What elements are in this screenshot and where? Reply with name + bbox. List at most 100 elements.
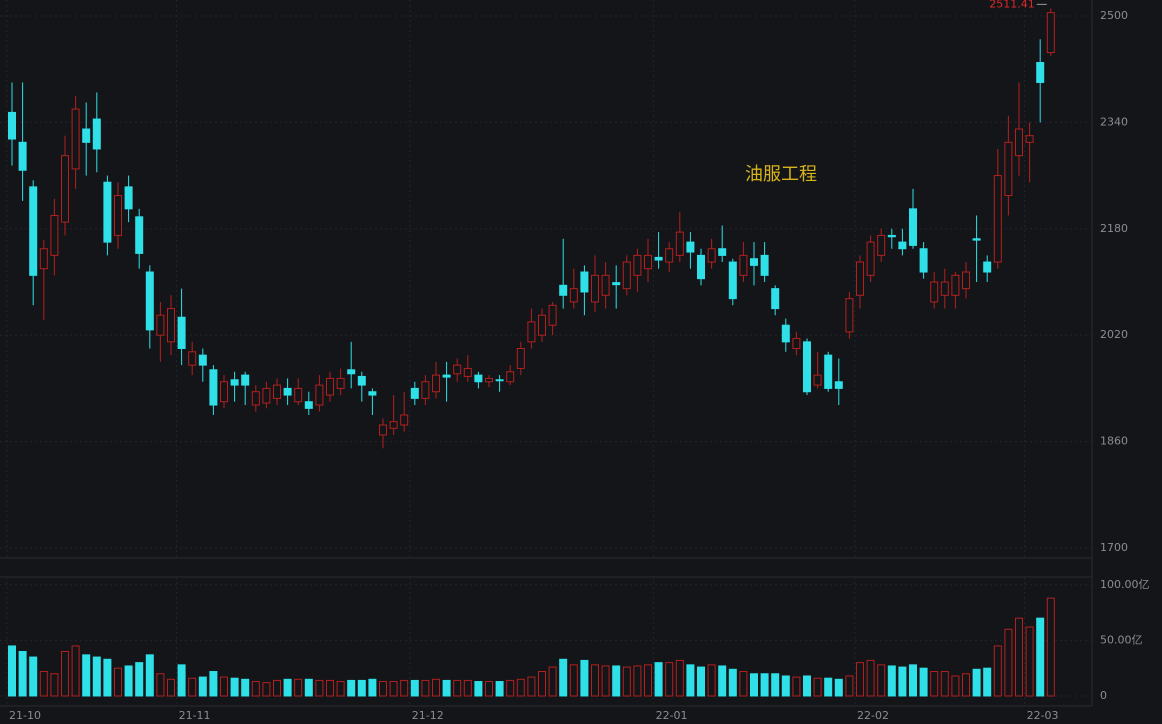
volume-bar — [39, 671, 48, 697]
candle-body — [538, 314, 546, 336]
volume-bar — [273, 679, 281, 697]
volume-bar — [82, 654, 91, 697]
volume-bar — [993, 645, 1002, 697]
volume-bar — [559, 658, 568, 697]
candle-body — [739, 254, 748, 276]
volume-bar — [792, 676, 801, 697]
volume-bar — [739, 671, 748, 697]
volume-bar — [760, 673, 769, 697]
candle-body — [665, 248, 674, 263]
candle-body — [1036, 62, 1045, 83]
volume-bar — [485, 681, 493, 697]
candle-body — [71, 108, 80, 170]
candle-body — [887, 234, 896, 238]
volume-bar — [410, 679, 419, 697]
volume-bar — [379, 681, 387, 697]
candle-body — [845, 298, 854, 333]
candle-body — [781, 324, 790, 343]
volume-bar — [548, 666, 557, 697]
volume-bar — [972, 668, 981, 697]
volume-bar — [29, 656, 38, 697]
volume-bar — [845, 675, 854, 697]
candle-body — [315, 384, 324, 406]
volume-bar — [347, 679, 356, 697]
candle-body — [400, 414, 409, 426]
x-tick-label: 21-10 — [9, 709, 41, 722]
candle-body — [124, 186, 133, 210]
candle-body — [813, 374, 822, 386]
x-tick-label: 22-02 — [857, 709, 889, 722]
candle-body — [792, 338, 801, 350]
candle-body — [993, 175, 1002, 263]
volume-bar — [686, 664, 695, 697]
candle-body — [453, 364, 462, 375]
volume-bar — [389, 681, 398, 697]
y-tick-label: 2020 — [1100, 328, 1128, 341]
volume-bar — [887, 665, 896, 697]
volume-bar — [622, 666, 631, 697]
candle-body — [463, 367, 472, 377]
candle-body — [516, 348, 525, 369]
volume-bar — [50, 673, 59, 697]
volume-bar — [453, 679, 462, 697]
candle-body — [972, 238, 981, 241]
candle-body — [644, 254, 652, 270]
volume-bar — [803, 675, 811, 697]
candle-body — [156, 314, 165, 336]
volume-bar — [909, 664, 917, 697]
volume-bar — [813, 677, 822, 697]
volume-bar — [315, 679, 324, 697]
volume-bar — [357, 679, 366, 697]
candle-body — [803, 341, 811, 393]
candle-body — [421, 381, 430, 399]
candle-body — [951, 274, 960, 296]
candle-body — [983, 261, 992, 273]
candle-body — [569, 288, 578, 303]
volume-bar — [230, 677, 239, 697]
candle-body — [559, 284, 568, 296]
volume-bar — [718, 665, 727, 697]
candle-body — [114, 195, 122, 236]
annotation: 2511.41 — [989, 0, 1035, 10]
volume-bar — [527, 676, 536, 697]
volume-bar — [644, 664, 652, 697]
volume-bar — [654, 662, 663, 697]
candle-body — [50, 214, 59, 256]
volume-bar — [824, 677, 833, 697]
candle-body — [347, 369, 356, 375]
volume-bar — [336, 681, 345, 697]
volume-bar — [114, 667, 122, 697]
volume-bar — [262, 682, 271, 697]
volume-bar — [1046, 597, 1055, 697]
volume-bar — [569, 664, 578, 697]
candle-body — [940, 281, 949, 296]
volume-bar — [103, 658, 112, 697]
y-tick-label: 0 — [1100, 689, 1107, 702]
volume-bar — [61, 651, 69, 697]
volume-bar — [368, 678, 377, 697]
candle-body — [474, 374, 483, 383]
y-tick-label: 2180 — [1100, 222, 1128, 235]
volume-bar — [771, 673, 780, 697]
candle-body — [591, 274, 599, 303]
volume-bar — [612, 665, 621, 697]
y-tick-label: 2500 — [1100, 9, 1128, 22]
volume-bar — [294, 678, 303, 697]
candle-body — [336, 377, 345, 389]
candle-body — [622, 261, 631, 290]
candle-body — [220, 381, 228, 403]
volume-bar — [580, 659, 589, 697]
candle-body — [262, 387, 271, 404]
candle-body — [527, 321, 536, 343]
y-tick-label: 100.00亿 — [1100, 578, 1150, 591]
y-tick-label: 1700 — [1100, 541, 1128, 554]
candle-body — [103, 181, 112, 243]
volume-bar — [495, 681, 504, 697]
candle-body — [1004, 141, 1013, 197]
volume-bar — [400, 679, 409, 697]
volume-bar — [92, 656, 101, 697]
candle-body — [707, 248, 716, 263]
